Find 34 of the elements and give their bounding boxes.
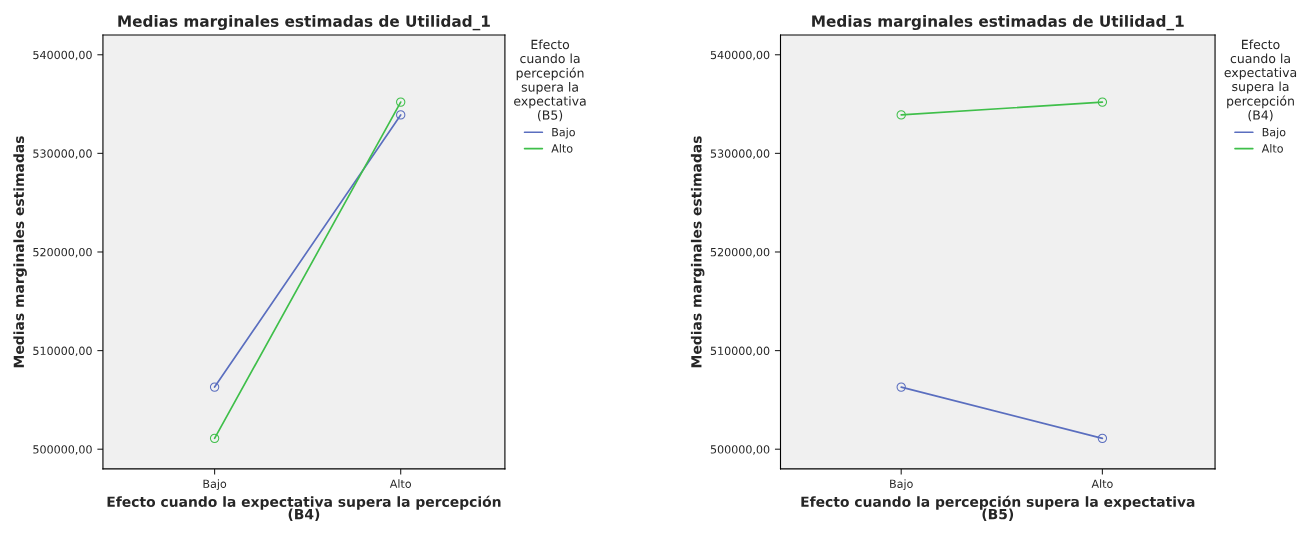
legend-title: Efecto cuando la percepción supera la expectativa (B5)	[514, 39, 586, 122]
y-tick-label: 530000,00	[710, 149, 770, 159]
legend-label: Bajo	[1262, 127, 1286, 139]
point	[209, 433, 220, 444]
point	[896, 382, 906, 392]
point	[1097, 433, 1108, 444]
y-tick-label: 520000,00	[710, 247, 770, 258]
point	[396, 110, 406, 120]
point	[209, 382, 220, 392]
legend-label: Bajo	[552, 127, 575, 139]
x-axis-title: Efecto cuando la expectativa supera la percepción (B4)	[107, 495, 501, 521]
y-tick-label: 540000,00	[710, 50, 770, 61]
point	[896, 110, 906, 120]
y-tick-label: 540000,00	[33, 50, 92, 61]
x-tick-label: Alto	[1091, 479, 1113, 488]
legend-label: Alto	[551, 144, 573, 153]
point	[396, 97, 406, 107]
y-tick-label: 500000,00	[33, 445, 92, 455]
x-tick-label: Bajo	[890, 479, 913, 491]
y-tick-label: 500000,00	[710, 445, 770, 455]
y-axis-title: Medias marginales estimadas	[13, 136, 27, 368]
legend-title: Efecto cuando la expectativa supera la percepción (B4)	[1224, 39, 1297, 122]
chart-title: Medias marginales estimadas de Utilidad_1	[812, 15, 1184, 31]
y-axis-title: Medias marginales estimadas	[690, 136, 705, 368]
y-tick-label: 510000,00	[710, 346, 770, 357]
point	[1097, 97, 1108, 107]
x-tick-label: Alto	[389, 479, 412, 488]
x-axis-title: Efecto cuando la percepción supera la expectativa (B5)	[801, 495, 1195, 521]
chart-title: Medias marginales estimadas de Utilidad_1	[118, 15, 490, 31]
legend-label: Alto	[1261, 144, 1283, 153]
y-tick-label: 510000,00	[33, 346, 92, 357]
y-tick-label: 520000,00	[33, 247, 92, 258]
y-tick-label: 530000,00	[33, 149, 92, 159]
x-tick-label: Bajo	[203, 479, 227, 491]
